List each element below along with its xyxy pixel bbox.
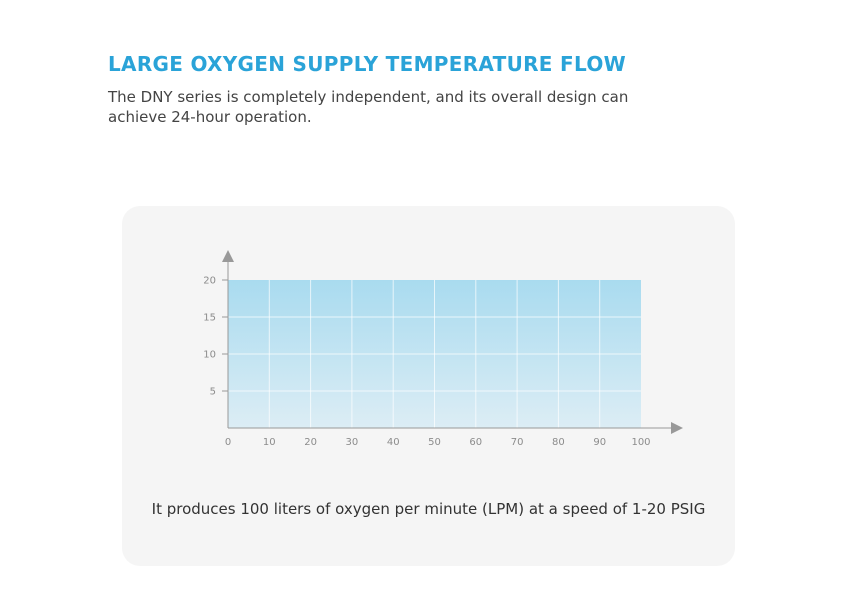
- x-tick-label: 80: [552, 437, 565, 448]
- x-tick-label: 50: [428, 437, 441, 448]
- y-axis-arrow: [222, 250, 234, 262]
- x-tick-label: 30: [346, 437, 359, 448]
- chart-caption: It produces 100 liters of oxygen per min…: [151, 500, 706, 518]
- x-tick-label: 10: [263, 437, 276, 448]
- x-tick-label: 20: [304, 437, 317, 448]
- y-tick-label: 5: [210, 387, 216, 398]
- page-description: The DNY series is completely independent…: [108, 88, 629, 126]
- x-tick-label: 60: [469, 437, 482, 448]
- page-title: LARGE OXYGEN SUPPLY TEMPERATURE FLOW: [108, 52, 626, 76]
- x-tick-label: 100: [631, 437, 650, 448]
- x-axis-arrow: [671, 422, 683, 434]
- chart-card: 5 10 15 20 0 10 20 30 40 50 60 70 80 90 100 It produce…: [122, 206, 735, 566]
- x-tick-label: 70: [511, 437, 524, 448]
- x-tick-label: 40: [387, 437, 400, 448]
- x-tick-label: 90: [593, 437, 606, 448]
- y-tick-label: 10: [203, 350, 216, 361]
- y-tick-label: 20: [203, 276, 216, 287]
- x-tick-label: 0: [225, 437, 231, 448]
- plot-area: 5 10 15 20 0 10 20 30 40 50 60 70 80 90 100: [203, 250, 683, 448]
- area-chart: 5 10 15 20 0 10 20 30 40 50 60 70 80 90 100: [203, 250, 683, 448]
- y-tick-label: 15: [203, 313, 216, 324]
